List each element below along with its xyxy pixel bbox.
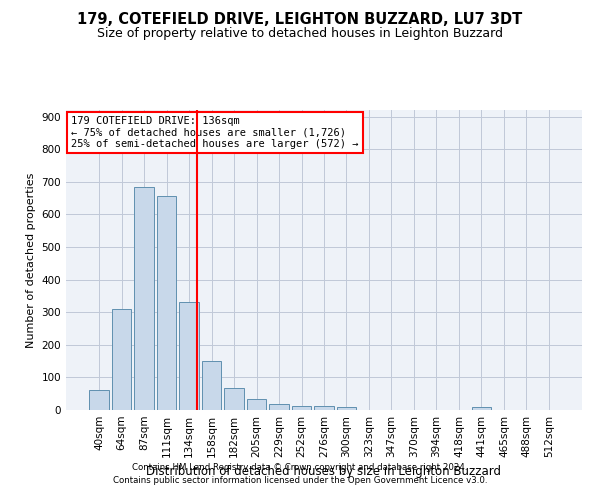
Bar [337,406,356,410]
Bar [134,186,154,410]
Bar [472,408,491,410]
Bar [247,399,266,410]
Y-axis label: Number of detached properties: Number of detached properties [26,172,36,348]
X-axis label: Distribution of detached houses by size in Leighton Buzzard: Distribution of detached houses by size … [146,466,502,478]
Bar [112,309,131,410]
Bar [157,196,176,410]
Text: 179, COTEFIELD DRIVE, LEIGHTON BUZZARD, LU7 3DT: 179, COTEFIELD DRIVE, LEIGHTON BUZZARD, … [77,12,523,28]
Bar [314,406,334,410]
Text: Contains HM Land Registry data © Crown copyright and database right 2024.: Contains HM Land Registry data © Crown c… [132,464,468,472]
Bar [224,388,244,410]
Bar [179,302,199,410]
Text: Contains public sector information licensed under the Open Government Licence v3: Contains public sector information licen… [113,476,487,485]
Bar [292,406,311,410]
Bar [89,390,109,410]
Text: 179 COTEFIELD DRIVE: 136sqm
← 75% of detached houses are smaller (1,726)
25% of : 179 COTEFIELD DRIVE: 136sqm ← 75% of det… [71,116,359,149]
Text: Size of property relative to detached houses in Leighton Buzzard: Size of property relative to detached ho… [97,28,503,40]
Bar [202,361,221,410]
Bar [269,404,289,410]
